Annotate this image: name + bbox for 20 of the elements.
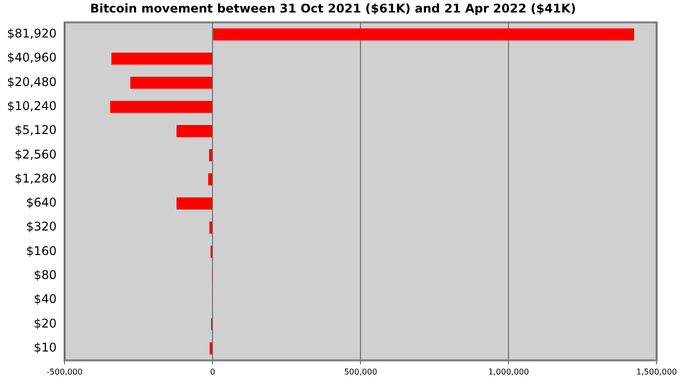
y-tick-label: $640 [26,196,57,210]
x-tick-label: 0 [210,367,216,376]
y-tick-label: $160 [26,244,57,258]
chart-title: Bitcoin movement between 31 Oct 2021 ($61K) and 21 Apr 2022 ($41K) [90,1,576,16]
x-tick-label: 500,000 [344,367,378,376]
y-tick-label: $20,480 [7,74,57,89]
y-tick-label: $5,120 [14,123,57,138]
x-tick-label: 1,500,000 [636,367,677,376]
y-tick-label: $1,280 [14,171,57,186]
y-tick-label: $80 [34,268,57,282]
y-tick-label: $320 [26,220,57,234]
y-tick-label: $2,560 [14,147,57,162]
y-tick-label: $40 [34,292,57,306]
y-tick-label: $20 [34,316,57,330]
y-tick-label: $81,920 [7,26,57,41]
y-tick-label: $10 [34,340,57,354]
x-tick-label: -500,000 [46,367,83,376]
y-tick-label: $40,960 [7,50,57,65]
x-tick-label: 1,000,000 [488,367,529,376]
y-tick-label: $10,240 [7,99,57,114]
